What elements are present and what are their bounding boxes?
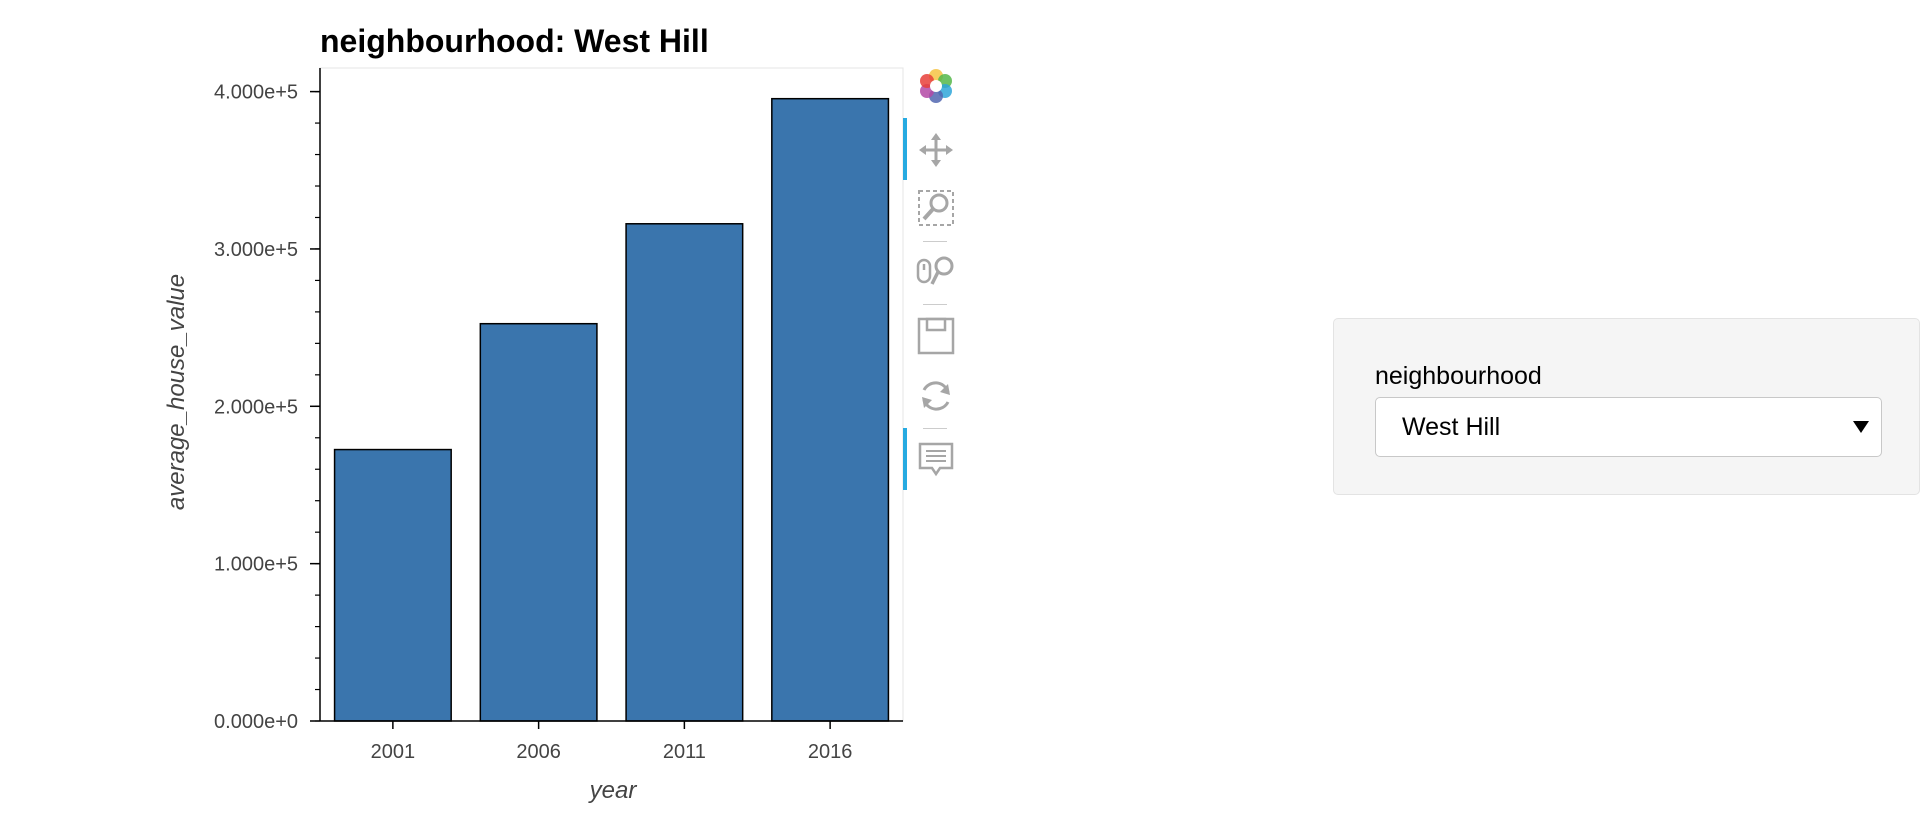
bar <box>771 97 890 722</box>
toolbar-separator <box>923 428 947 429</box>
y-tick-label: 3.000e+5 <box>214 239 298 261</box>
chevron-down-icon <box>1853 421 1869 433</box>
save-icon <box>917 317 955 355</box>
y-axis: 0.000e+0 1.000e+5 2.000e+5 3.000e+5 4.000e+5 <box>214 68 321 733</box>
x-tick-label: 2006 <box>516 741 561 763</box>
toolbar-separator <box>923 304 947 305</box>
y-axis-label: average_house_value <box>163 274 190 510</box>
x-tick-label: 2016 <box>808 741 853 763</box>
x-tick-label: 2001 <box>371 741 416 763</box>
y-tick-label: 1.000e+5 <box>214 554 298 576</box>
bar <box>479 322 598 722</box>
y-tick-label: 2.000e+5 <box>214 396 298 418</box>
wheel-zoom-icon <box>916 256 954 285</box>
select-label: neighbourhood <box>1375 362 1542 390</box>
hover-tool-button[interactable] <box>903 428 965 490</box>
widget-panel: neighbourhood West Hill <box>1333 318 1920 495</box>
reset-icon <box>922 381 950 411</box>
box-zoom-tool-button[interactable] <box>903 182 965 232</box>
box-zoom-icon <box>918 190 954 226</box>
y-tick-label: 4.000e+5 <box>214 82 298 104</box>
bars-layer <box>333 97 890 722</box>
pan-icon <box>919 133 953 167</box>
bokeh-logo-icon <box>920 69 952 103</box>
save-tool-button[interactable] <box>903 310 965 360</box>
x-axis: 2001 2006 2011 2016 <box>320 720 903 763</box>
toolbar-separator <box>923 241 947 242</box>
select-value: West Hill <box>1402 413 1501 441</box>
wheel-zoom-tool-button[interactable] <box>903 246 965 296</box>
hover-icon <box>918 442 954 477</box>
neighbourhood-select[interactable]: West Hill <box>1375 397 1882 457</box>
bar <box>333 448 452 722</box>
bar <box>625 223 744 722</box>
y-tick-label: 0.000e+0 <box>214 711 298 733</box>
chart-toolbar <box>903 60 965 500</box>
bokeh-logo-button[interactable] <box>903 60 965 110</box>
x-axis-label: year <box>588 777 638 804</box>
reset-tool-button[interactable] <box>903 370 965 420</box>
bar-chart: neighbourhood: West Hill 0.000e+0 1.000e+… <box>163 23 904 804</box>
pan-tool-button[interactable] <box>903 118 965 180</box>
chart-title: neighbourhood: West Hill <box>320 23 709 59</box>
x-tick-label: 2011 <box>663 741 706 763</box>
